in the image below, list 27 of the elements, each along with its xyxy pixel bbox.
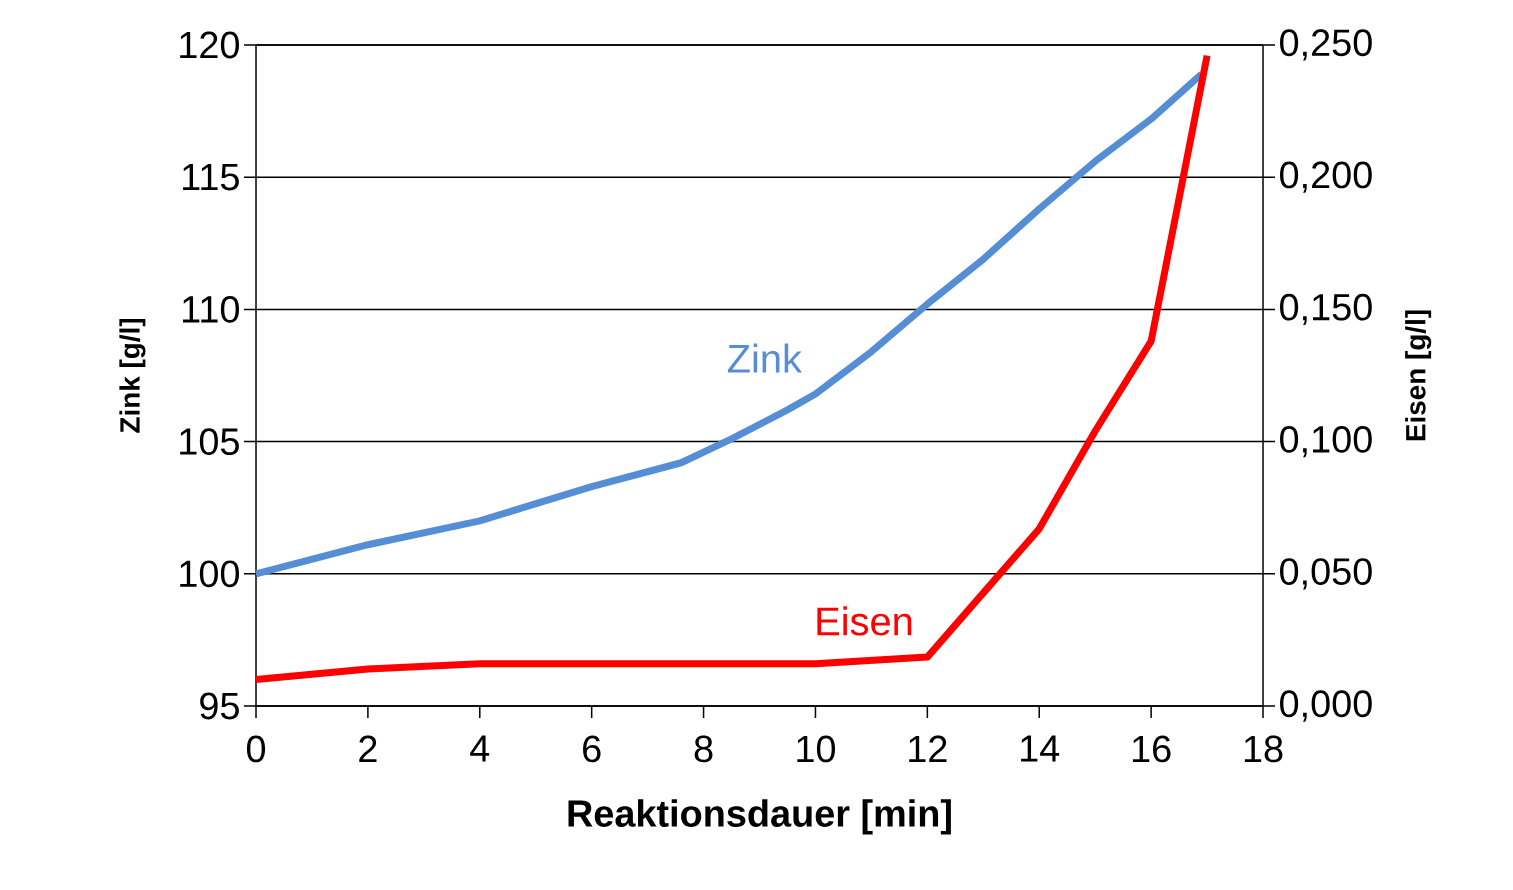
y-tick-label: 110 bbox=[183, 295, 239, 323]
x-tick-label: 2 bbox=[359, 735, 377, 762]
x-axis-title: Reaktionsdauer [min] bbox=[568, 799, 951, 835]
y2-axis-title: Eisen [g/l] bbox=[1405, 310, 1432, 441]
y-axis-title: Zink [g/l] bbox=[119, 318, 146, 433]
y2-tick-label: 0,000 bbox=[1280, 690, 1372, 722]
y-tick-label: 115 bbox=[183, 163, 239, 191]
series-label: Eisen bbox=[817, 606, 912, 636]
y-tick-label: 105 bbox=[180, 428, 239, 455]
series-label: Zink bbox=[727, 343, 802, 373]
y-tick-label: 120 bbox=[180, 31, 239, 59]
y2-tick-label: 0,250 bbox=[1280, 29, 1372, 61]
x-tick-label: 12 bbox=[909, 735, 947, 762]
y-tick-label: 95 bbox=[200, 692, 239, 720]
x-tick-label: 16 bbox=[1132, 735, 1171, 763]
y2-tick-label: 0,200 bbox=[1280, 161, 1372, 193]
x-tick-label: 6 bbox=[583, 735, 601, 763]
y2-tick-label: 0,100 bbox=[1280, 425, 1372, 458]
x-tick-label: 10 bbox=[797, 735, 836, 763]
x-tick-label: 4 bbox=[470, 735, 490, 762]
y2-tick-label: 0,050 bbox=[1280, 558, 1372, 590]
y-tick-label: 100 bbox=[180, 560, 239, 588]
x-tick-label: 18 bbox=[1244, 735, 1283, 763]
y2-tick-label: 0,150 bbox=[1280, 293, 1372, 326]
x-tick-label: 14 bbox=[1021, 735, 1060, 762]
x-tick-label: 8 bbox=[694, 735, 713, 763]
x-tick-label: 0 bbox=[246, 735, 266, 763]
